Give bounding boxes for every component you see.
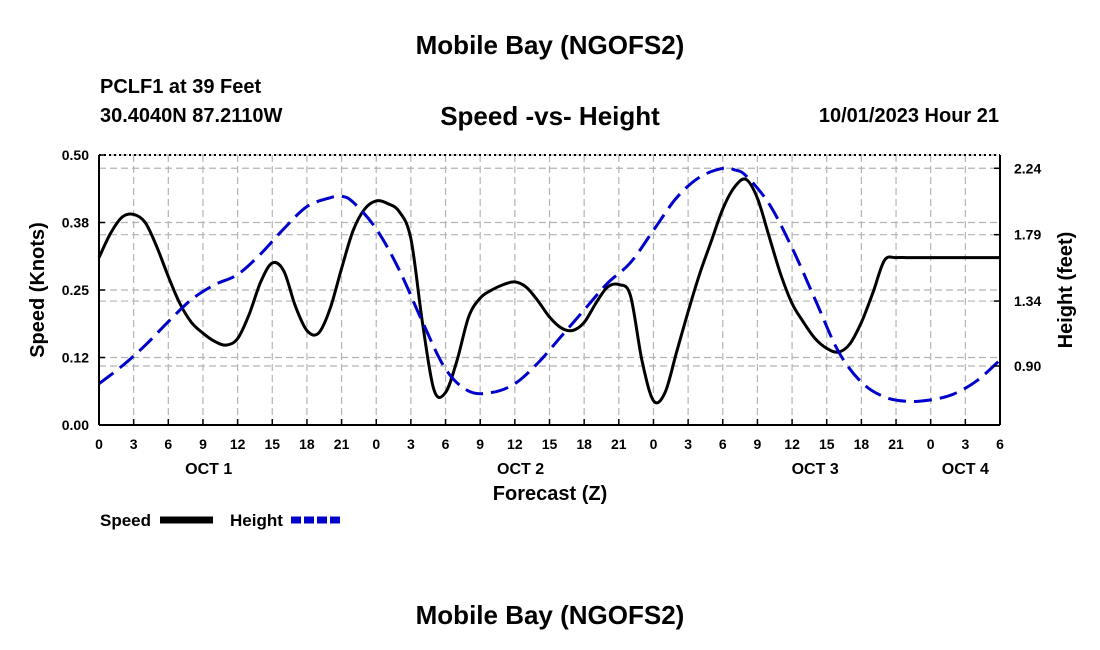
y-tick-label: 0.50 [62, 147, 89, 163]
x-tick-label: 3 [407, 436, 415, 452]
x-tick-label: 6 [719, 436, 727, 452]
x-tick-label: 0 [650, 436, 658, 452]
x-tick-label: 15 [819, 436, 835, 452]
x-tick-label: 18 [854, 436, 870, 452]
series-lines [97, 166, 1001, 405]
footer-title: Mobile Bay (NGOFS2) [415, 600, 685, 630]
x-tick-label: 3 [130, 436, 138, 452]
x-tick-label: 12 [784, 436, 800, 452]
x-tick-label: 21 [334, 436, 350, 452]
x-tick-label: 6 [996, 436, 1004, 452]
x-tick-label: 0 [927, 436, 935, 452]
forecast-datetime: 10/01/2023 Hour 21 [818, 105, 999, 127]
y2-axis-label: Height (feet) [1055, 232, 1077, 349]
y-axis-label: Speed (Knots) [27, 222, 49, 358]
y2-tick-label: 0.90 [1014, 358, 1041, 374]
x-tick-label: 3 [961, 436, 969, 452]
x-tick-label: 15 [542, 436, 558, 452]
y-tick-label: 0.00 [62, 417, 89, 433]
x-tick-label: 18 [576, 436, 592, 452]
x-tick-label: 9 [476, 436, 484, 452]
x-tick-label: 15 [264, 436, 280, 452]
x-tick-label: 21 [888, 436, 904, 452]
legend: Speed Height [100, 511, 343, 530]
height-series-line [98, 166, 1001, 404]
grid [99, 154, 1000, 425]
x-date-label: OCT 3 [792, 461, 839, 478]
x-tick-label: 0 [372, 436, 380, 452]
x-tick-label: 9 [754, 436, 762, 452]
y2-tick-label: 2.24 [1014, 160, 1041, 176]
chart-main-title: Mobile Bay (NGOFS2) [415, 30, 685, 60]
speed-series-line [97, 177, 1000, 405]
x-tick-label: 6 [164, 436, 172, 452]
x-date-label: OCT 2 [497, 461, 544, 478]
x-date-label: OCT 1 [185, 461, 232, 478]
plot-frame [98, 154, 1001, 426]
y-tick-label: 0.25 [62, 282, 89, 298]
x-tick-label: 0 [95, 436, 103, 452]
x-tick-label: 18 [299, 436, 315, 452]
y-tick-label: 0.12 [62, 350, 89, 366]
y2-tick-label: 1.79 [1014, 227, 1041, 243]
x-tick-label: 21 [611, 436, 627, 452]
x-tick-label: 12 [230, 436, 246, 452]
legend-speed-label: Speed [100, 511, 151, 530]
x-date-label: OCT 4 [942, 461, 989, 478]
chart-subtitle: Speed -vs- Height [440, 101, 660, 131]
station-coordinates: 30.4040N 87.2110W [100, 105, 283, 127]
x-tick-label: 9 [199, 436, 207, 452]
x-tick-label: 3 [684, 436, 692, 452]
y-tick-label: 0.38 [62, 215, 89, 231]
station-label: PCLF1 at 39 Feet [100, 76, 262, 98]
legend-height-label: Height [230, 511, 283, 530]
x-axis-label: Forecast (Z) [493, 483, 607, 505]
x-tick-label: 12 [507, 436, 523, 452]
x-tick-label: 6 [442, 436, 450, 452]
axis-ticks: 0 3 6 9 12 15 18 21 0 3 6 9 12 15 18 21 0 3 6 9 12 15 18 21 0 3 6O… [62, 147, 1042, 478]
y2-tick-label: 1.34 [1014, 293, 1041, 309]
